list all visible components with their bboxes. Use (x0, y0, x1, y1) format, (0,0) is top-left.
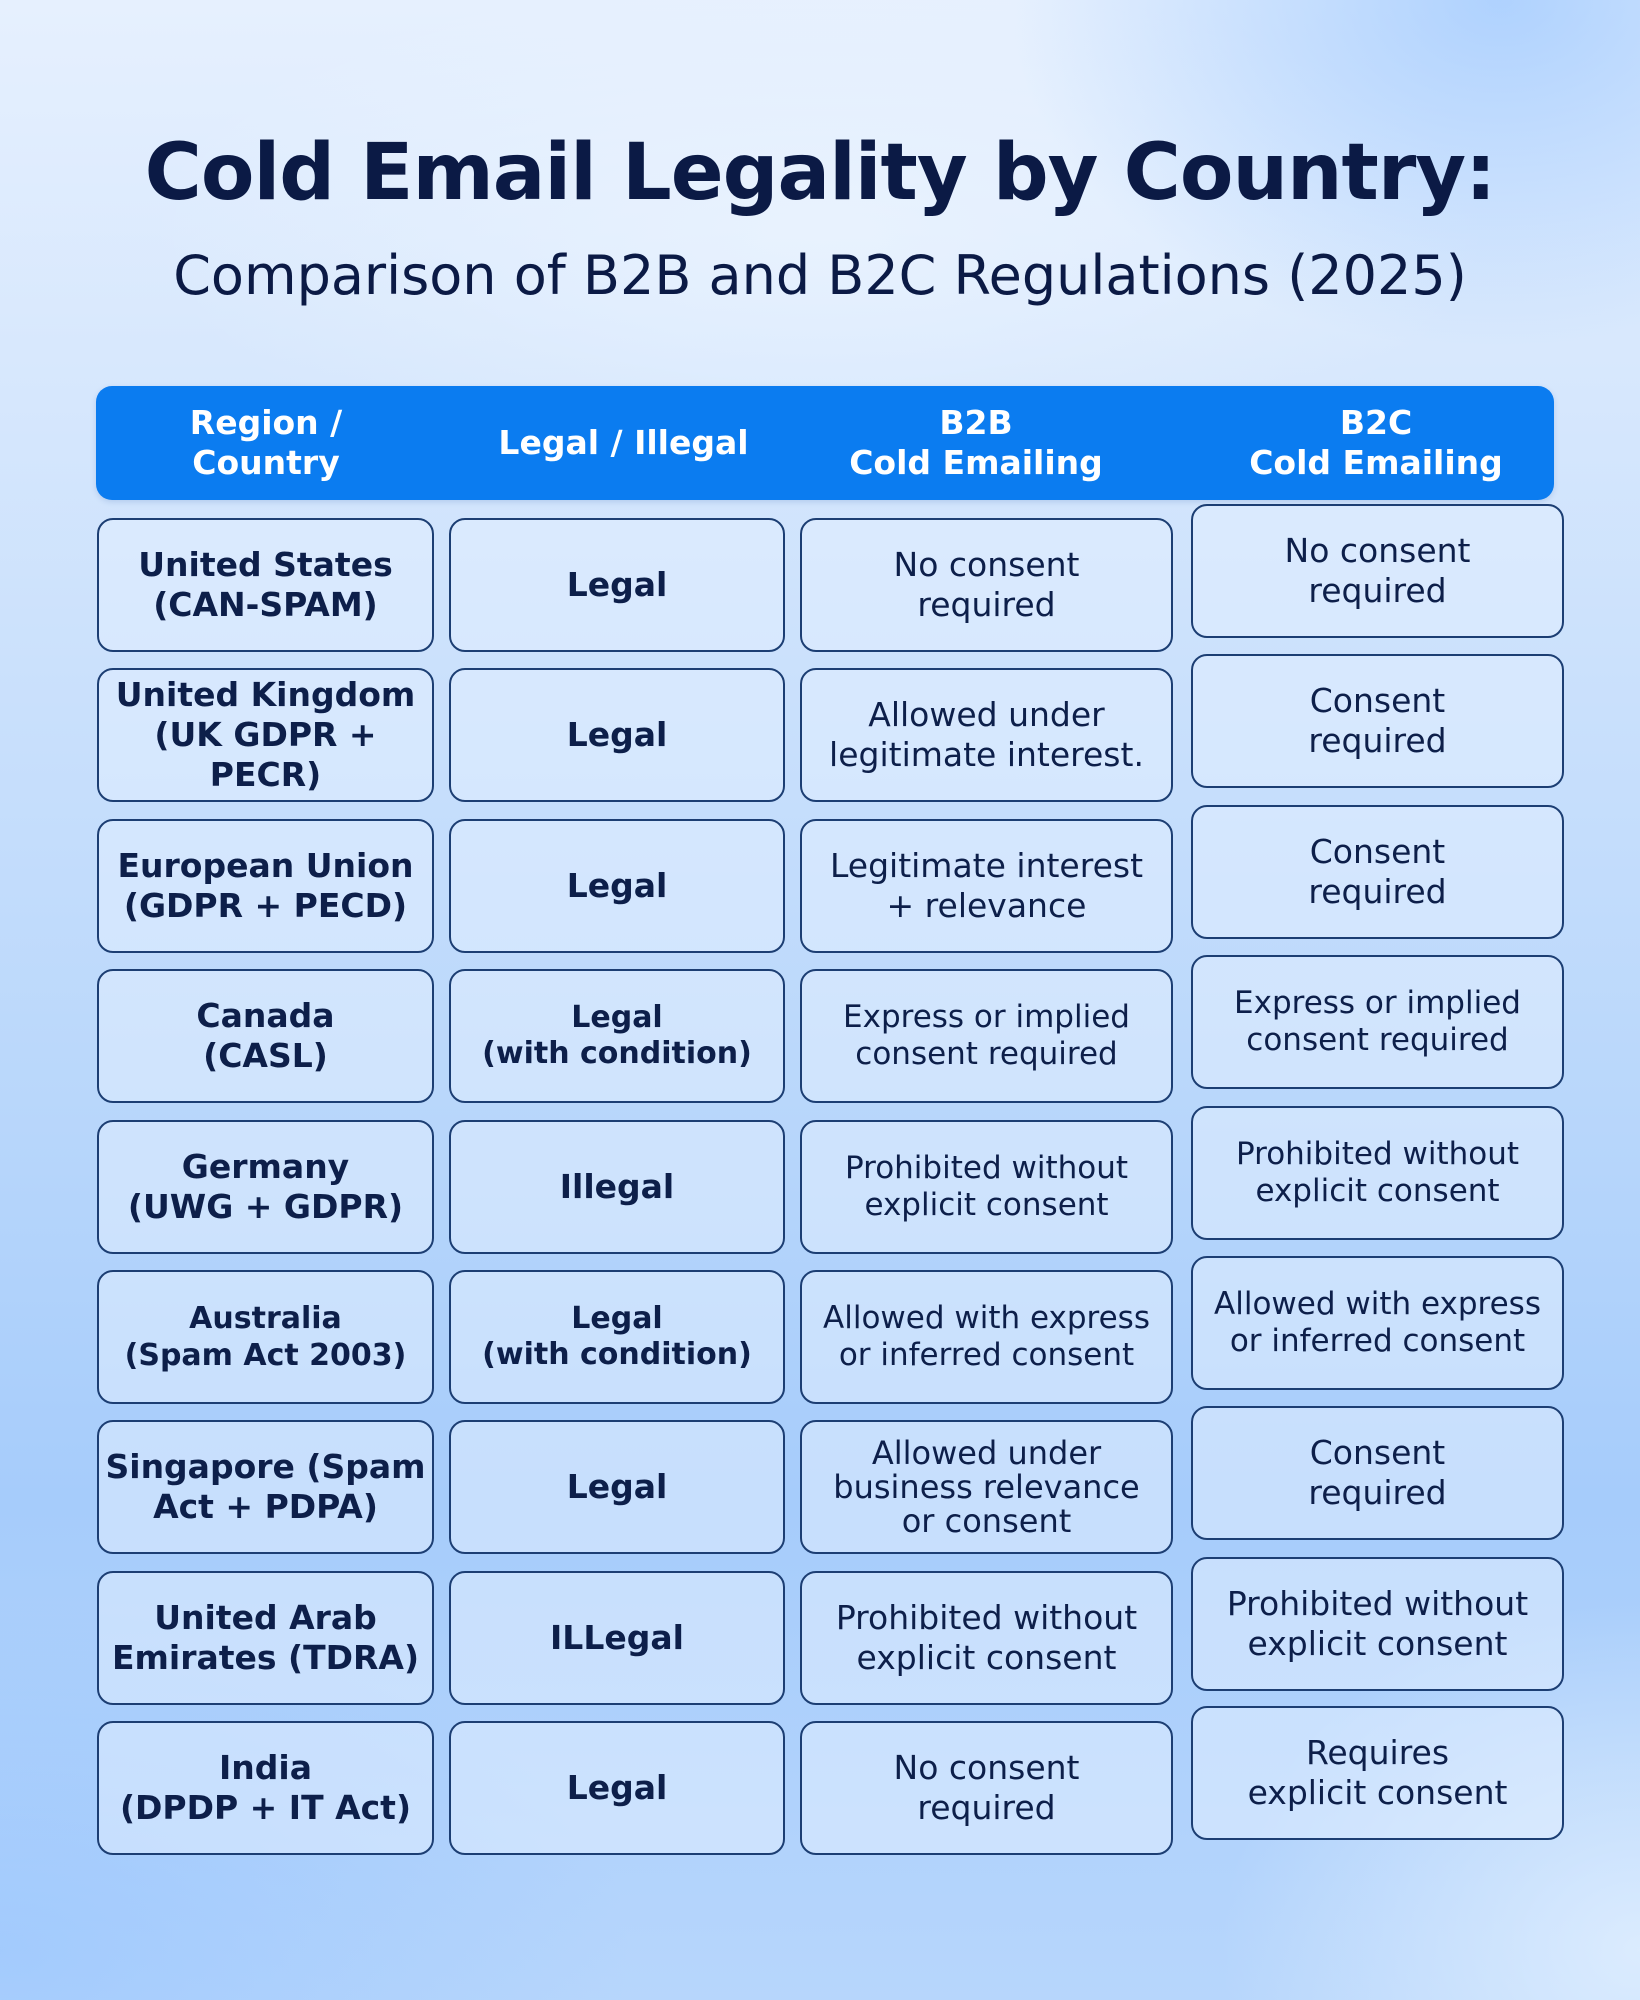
b2b-cell: No consent required (800, 1721, 1173, 1855)
b2c-cell: Consent required (1191, 1406, 1564, 1540)
b2b-cell: Allowed under legitimate interest. (800, 668, 1173, 802)
region-cell-text: United States (CAN-SPAM) (138, 545, 393, 624)
b2c-cell: Express or implied consent required (1191, 955, 1564, 1089)
region-cell-text: India (DPDP + IT Act) (119, 1748, 412, 1827)
legal-status-cell-text: Legal (566, 565, 668, 604)
legal-status-cell: Legal (with condition) (449, 1270, 785, 1404)
legal-status-cell: Legal (with condition) (449, 969, 785, 1103)
b2c-cell-text: Consent required (1308, 1433, 1447, 1512)
legal-status-cell-text: Legal (with condition) (482, 1000, 752, 1071)
region-cell-text: United Arab Emirates (TDRA) (111, 1598, 420, 1677)
page-title: Cold Email Legality by Country: (144, 128, 1497, 218)
legal-status-cell: Legal (449, 1420, 785, 1554)
legal-status-cell-text: Legal (566, 715, 668, 754)
b2b-cell: Legitimate interest + relevance (800, 819, 1173, 953)
b2c-cell-text: Allowed with express or inferred consent (1214, 1286, 1541, 1359)
b2c-cell-text: Prohibited without explicit consent (1226, 1584, 1529, 1663)
b2b-cell-text: Legitimate interest + relevance (829, 846, 1144, 925)
legal-status-cell: Legal (449, 518, 785, 652)
region-cell-text: United Kingdom (UK GDPR + PECR) (115, 675, 416, 794)
b2b-cell-text: No consent required (893, 1748, 1080, 1827)
legal-status-cell-text: Legal (566, 1467, 668, 1506)
b2c-cell-text: Requires explicit consent (1247, 1733, 1508, 1812)
b2c-cell-text: Consent required (1308, 681, 1447, 760)
legal-status-cell: Legal (449, 1721, 785, 1855)
b2c-cell: Prohibited without explicit consent (1191, 1557, 1564, 1691)
region-cell: European Union (GDPR + PECD) (97, 819, 434, 953)
legal-status-cell: Legal (449, 668, 785, 802)
b2b-cell: Allowed under business relevance or cons… (800, 1420, 1173, 1554)
legal-status-cell: ILLegal (449, 1571, 785, 1705)
b2b-cell: Prohibited without explicit consent (800, 1571, 1173, 1705)
region-cell: Singapore (Spam Act + PDPA) (97, 1420, 434, 1554)
b2b-cell-text: Prohibited without explicit consent (835, 1598, 1138, 1677)
b2c-cell: Prohibited without explicit consent (1191, 1106, 1564, 1240)
page-subtitle: Comparison of B2B and B2C Regulations (2… (173, 244, 1467, 307)
region-cell: United Arab Emirates (TDRA) (97, 1571, 434, 1705)
region-cell: United States (CAN-SPAM) (97, 518, 434, 652)
header-legal: Legal / Illegal (498, 423, 749, 462)
legal-status-cell-text: Legal (with condition) (482, 1301, 752, 1372)
b2c-cell: No consent required (1191, 504, 1564, 638)
legal-status-cell: Legal (449, 819, 785, 953)
region-cell-text: European Union (GDPR + PECD) (117, 846, 414, 925)
header-b2b: B2B Cold Emailing (849, 403, 1103, 482)
region-cell: United Kingdom (UK GDPR + PECR) (97, 668, 434, 802)
b2b-cell-text: No consent required (893, 545, 1080, 624)
b2c-cell: Consent required (1191, 805, 1564, 939)
region-cell: Australia (Spam Act 2003) (97, 1270, 434, 1404)
b2c-cell-text: Prohibited without explicit consent (1235, 1136, 1520, 1209)
legal-status-cell-text: Illegal (559, 1167, 675, 1206)
legal-status-cell-text: Legal (566, 866, 668, 905)
b2b-cell-text: Allowed with express or inferred consent (823, 1300, 1150, 1373)
region-cell-text: Australia (Spam Act 2003) (124, 1301, 407, 1373)
b2c-cell: Requires explicit consent (1191, 1706, 1564, 1840)
region-cell: Canada (CASL) (97, 969, 434, 1103)
b2b-cell-text: Express or implied consent required (843, 999, 1130, 1072)
b2b-cell: Prohibited without explicit consent (800, 1120, 1173, 1254)
b2b-cell-text: Allowed under legitimate interest. (829, 695, 1144, 774)
legal-status-cell-text: Legal (566, 1768, 668, 1807)
region-cell: India (DPDP + IT Act) (97, 1721, 434, 1855)
region-cell: Germany (UWG + GDPR) (97, 1120, 434, 1254)
b2c-cell: Allowed with express or inferred consent (1191, 1256, 1564, 1390)
table-header: Region / Country Legal / Illegal B2B Col… (96, 386, 1554, 500)
region-cell-text: Singapore (Spam Act + PDPA) (105, 1447, 426, 1526)
b2b-cell-text: Allowed under business relevance or cons… (833, 1434, 1140, 1540)
b2b-cell: Express or implied consent required (800, 969, 1173, 1103)
b2b-cell: No consent required (800, 518, 1173, 652)
b2c-cell-text: No consent required (1284, 531, 1471, 610)
legal-status-cell-text: ILLegal (550, 1618, 684, 1657)
legal-status-cell: Illegal (449, 1120, 785, 1254)
b2c-cell: Consent required (1191, 654, 1564, 788)
region-cell-text: Germany (UWG + GDPR) (127, 1147, 404, 1226)
header-b2c: B2C Cold Emailing (1249, 403, 1503, 482)
b2b-cell: Allowed with express or inferred consent (800, 1270, 1173, 1404)
b2b-cell-text: Prohibited without explicit consent (844, 1150, 1129, 1223)
b2c-cell-text: Consent required (1308, 832, 1447, 911)
region-cell-text: Canada (CASL) (196, 996, 335, 1075)
b2c-cell-text: Express or implied consent required (1234, 985, 1521, 1058)
header-region: Region / Country (189, 403, 343, 482)
